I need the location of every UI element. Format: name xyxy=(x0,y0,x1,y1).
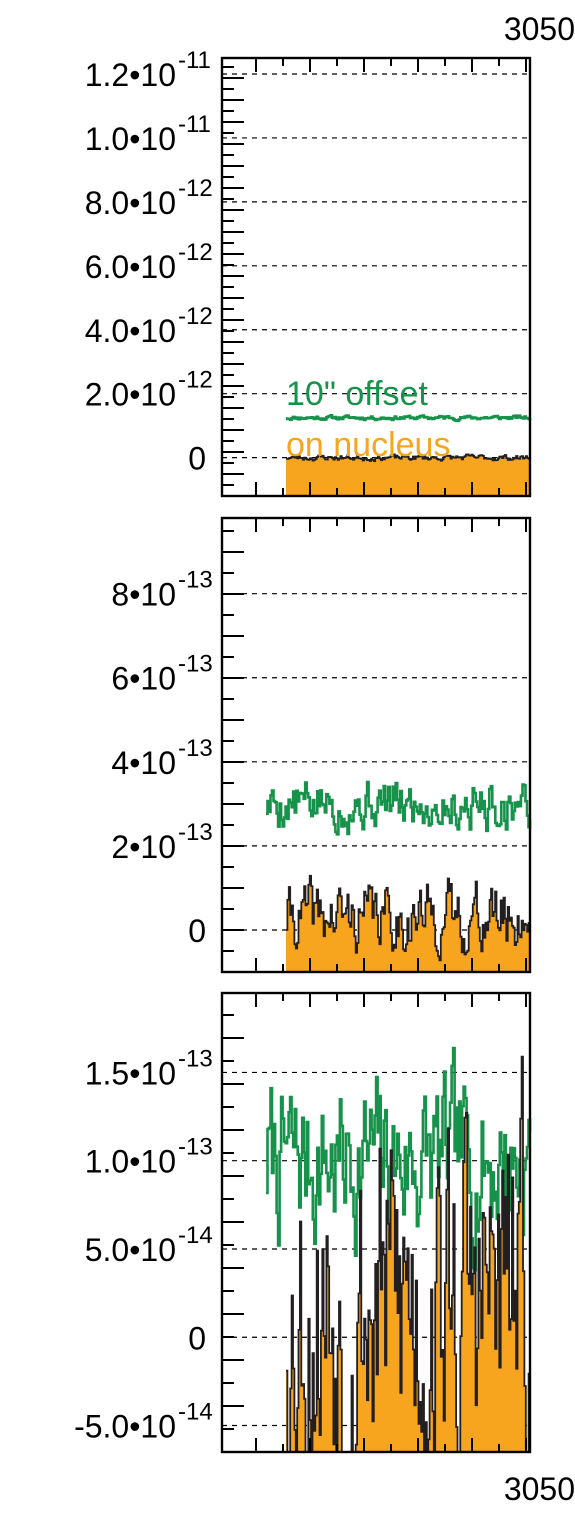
y-tick-label: -5.0•10 xyxy=(74,1409,176,1445)
y-tick-exponent: -12 xyxy=(178,367,213,394)
y-tick-exponent: -13 xyxy=(178,819,213,846)
series-outline-top xyxy=(286,453,531,462)
y-tick-exponent: -12 xyxy=(178,239,213,266)
series-area-top xyxy=(286,454,530,496)
series-line-middle xyxy=(266,780,532,836)
series-line-bottom xyxy=(266,1046,532,1272)
y-tick-label: 5.0•10 xyxy=(85,1232,176,1268)
y-tick-exponent: -13 xyxy=(178,567,213,594)
y-tick-exponent: -11 xyxy=(178,47,211,74)
y-tick-exponent: -12 xyxy=(178,303,213,330)
y-tick-label: 0 xyxy=(188,913,206,949)
y-tick-label: 1.5•10 xyxy=(85,1055,176,1091)
y-tick-label: 0 xyxy=(188,1320,206,1356)
y-tick-label: 1.0•10 xyxy=(85,121,176,157)
series-outline-middle xyxy=(286,874,531,962)
series-outline-bottom xyxy=(286,1055,531,1453)
y-tick-exponent: -14 xyxy=(178,1222,213,1249)
y-tick-exponent: -13 xyxy=(178,1134,213,1161)
y-tick-exponent: -12 xyxy=(178,175,213,202)
series-line-top xyxy=(286,414,532,423)
y-tick-label: 6•10 xyxy=(111,661,176,697)
y-tick-label: 4•10 xyxy=(111,745,176,781)
y-tick-label: 2.0•10 xyxy=(85,377,176,413)
y-tick-exponent: -13 xyxy=(178,651,213,678)
y-tick-label: 2•10 xyxy=(111,829,176,865)
legend-entry: 10" offset xyxy=(286,375,428,413)
panel-middle: 8•10 -136•10 -134•10 -132•10 -130 xyxy=(111,516,532,974)
legend-entry: on nucleus xyxy=(286,426,450,464)
y-tick-exponent: -14 xyxy=(178,1399,213,1426)
y-tick-label: 8•10 xyxy=(111,577,176,613)
x-top-tick-label: 3050 xyxy=(504,11,575,47)
y-tick-label: 6.0•10 xyxy=(85,249,176,285)
panel-top: 1.2•10 -111.0•10 -118.0•10 -126.0•10 -124.0•… xyxy=(85,11,575,498)
y-tick-exponent: -13 xyxy=(178,1045,213,1072)
y-tick-label: 1.0•10 xyxy=(85,1144,176,1180)
y-tick-exponent: -11 xyxy=(178,111,211,138)
y-tick-label: 0 xyxy=(188,441,206,477)
x-bottom-tick-label: 3050 xyxy=(504,1471,575,1507)
y-tick-label: 4.0•10 xyxy=(85,313,176,349)
y-tick-exponent: -13 xyxy=(178,735,213,762)
panel-bottom: 1.5•10 -131.0•10 -135.0•10 -140-5.0•10 -1430… xyxy=(74,991,575,1507)
plot-frame xyxy=(220,516,532,974)
y-tick-label: 8.0•10 xyxy=(85,185,176,221)
y-tick-label: 1.2•10 xyxy=(85,57,176,93)
